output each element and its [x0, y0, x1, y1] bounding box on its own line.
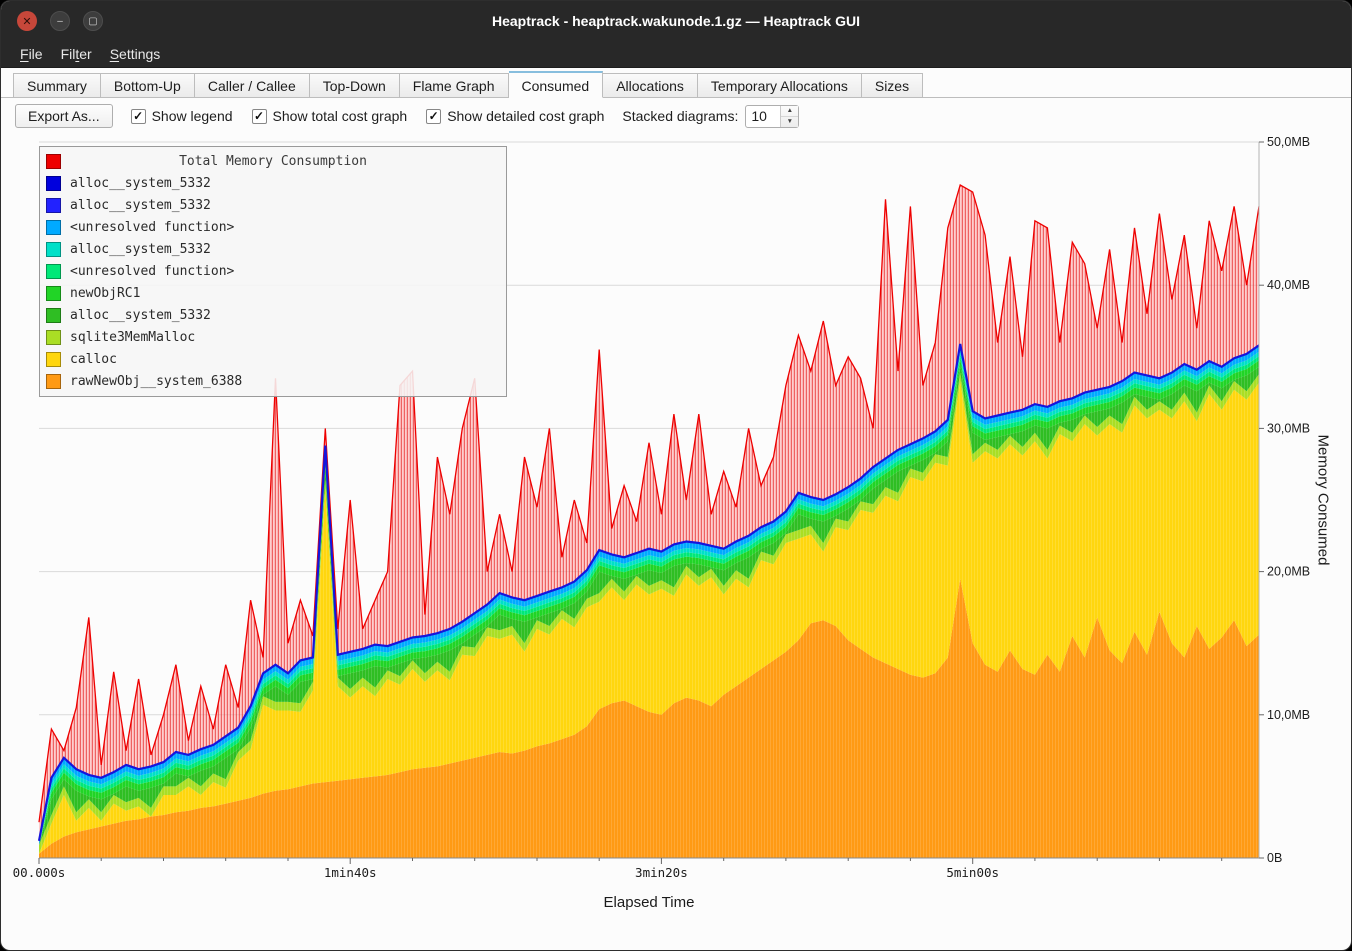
tab-consumed[interactable]: Consumed [508, 71, 604, 98]
title-bar: ✕ – ▢ Heaptrack - heaptrack.wakunode.1.g… [1, 1, 1351, 41]
legend-swatch [46, 329, 61, 345]
legend-label: alloc__system_5332 [70, 175, 211, 191]
x-axis-title: Elapsed Time [603, 894, 695, 911]
svg-text:00.000s: 00.000s [13, 865, 66, 880]
tab-allocations[interactable]: Allocations [603, 73, 698, 98]
memory-consumption-chart: 0B 10,0MB 20,0MB 30,0MB 40,0MB 50,0MB 00.000s 1… [13, 136, 1310, 880]
svg-text:20,0MB: 20,0MB [1267, 565, 1310, 579]
menu-filter[interactable]: Filter [60, 46, 92, 62]
checkbox-show-detailed-cost-graph[interactable]: ✓ Show detailed cost graph [426, 108, 604, 124]
svg-text:5min00s: 5min00s [946, 865, 999, 880]
y-axis-title: Memory Consumed [1314, 434, 1332, 566]
legend-label: <unresolved function> [70, 263, 235, 279]
legend-item-alloc-system-5332-0: alloc__system_5332 [40, 172, 506, 194]
legend-items: alloc__system_5332 alloc__system_5332 <unr… [40, 172, 506, 392]
checkbox-box[interactable]: ✓ [426, 108, 442, 124]
stacked-diagrams-label: Stacked diagrams: [622, 108, 739, 124]
checkbox-box[interactable]: ✓ [130, 108, 146, 124]
legend-label: alloc__system_5332 [70, 241, 211, 257]
legend-swatch [46, 351, 61, 367]
maximize-button[interactable]: ▢ [83, 11, 103, 31]
legend-label: <unresolved function> [70, 219, 235, 235]
legend-swatch [46, 373, 61, 389]
svg-text:3min20s: 3min20s [635, 865, 688, 880]
svg-text:1min40s: 1min40s [324, 865, 377, 880]
checkbox-show-total-cost-graph[interactable]: ✓ Show total cost graph [251, 108, 408, 124]
legend-item-alloc-system-5332-3: alloc__system_5332 [40, 238, 506, 260]
legend-label: newObjRC1 [70, 285, 141, 301]
svg-text:30,0MB: 30,0MB [1267, 421, 1310, 435]
tab-sizes[interactable]: Sizes [861, 73, 924, 98]
spin-buttons: ▲ ▼ [780, 105, 799, 127]
maximize-icon: ▢ [88, 15, 98, 27]
stacked-diagrams-control: Stacked diagrams: 10 ▲ ▼ [622, 104, 800, 128]
menu-settings[interactable]: Settings [109, 46, 161, 62]
legend-item-sqlite3memmalloc-7: sqlite3MemMalloc [40, 326, 506, 348]
legend-item-newobjrc1-5: newObjRC1 [40, 282, 506, 304]
stacked-diagrams-spinbox[interactable]: 10 ▲ ▼ [745, 104, 800, 128]
menu-file[interactable]: File [20, 46, 43, 62]
checkbox-show-legend[interactable]: ✓ Show legend [130, 108, 233, 124]
checkbox-box[interactable]: ✓ [251, 108, 267, 124]
window-controls: ✕ – ▢ [17, 11, 103, 31]
stacked-diagrams-value[interactable]: 10 [751, 108, 767, 124]
legend-swatch-total [46, 153, 61, 169]
close-icon: ✕ [22, 15, 32, 28]
export-as-button[interactable]: Export As... [15, 104, 113, 128]
legend-item-alloc-system-5332-1: alloc__system_5332 [40, 194, 506, 216]
legend-swatch [46, 197, 61, 213]
tab-top-down[interactable]: Top-Down [309, 73, 400, 98]
legend-item-alloc-system-5332-6: alloc__system_5332 [40, 304, 506, 326]
chart-area: 0B 10,0MB 20,0MB 30,0MB 40,0MB 50,0MB 00.000s 1… [1, 136, 1351, 926]
tab-bottom-up[interactable]: Bottom-Up [100, 73, 195, 98]
legend-item-calloc-8: calloc [40, 348, 506, 370]
chart-legend: Total Memory Consumption alloc__system_5… [39, 146, 507, 397]
legend-swatch [46, 219, 61, 235]
legend-label: calloc [70, 351, 117, 367]
menu-bar: File Filter Settings [1, 41, 1351, 68]
svg-text:50,0MB: 50,0MB [1267, 136, 1310, 149]
tab-summary[interactable]: Summary [13, 73, 101, 98]
window-title: Heaptrack - heaptrack.wakunode.1.gz — He… [491, 13, 860, 29]
legend-title-row: Total Memory Consumption [40, 150, 506, 172]
tab-bar: Summary Bottom-Up Caller / Callee Top-Down F… [1, 71, 1351, 98]
legend-swatch [46, 285, 61, 301]
tab-caller-callee[interactable]: Caller / Callee [194, 73, 310, 98]
checkbox-group: ✓ Show legend ✓ Show total cost graph ✓ Show … [130, 108, 604, 124]
svg-text:10,0MB: 10,0MB [1267, 708, 1310, 722]
legend-label: sqlite3MemMalloc [70, 329, 196, 345]
checkbox-label[interactable]: Show total cost graph [272, 108, 408, 124]
legend-label: rawNewObj__system_6388 [70, 373, 243, 389]
svg-text:40,0MB: 40,0MB [1267, 278, 1310, 292]
legend-item-unresolved-function-2: <unresolved function> [40, 216, 506, 238]
tab-flame-graph[interactable]: Flame Graph [399, 73, 509, 98]
legend-label: alloc__system_5332 [70, 197, 211, 213]
checkbox-label[interactable]: Show detailed cost graph [447, 108, 605, 124]
spin-up-button[interactable]: ▲ [781, 106, 799, 117]
minimize-icon: – [57, 15, 63, 27]
legend-item-rawnewobj-system-6388-9: rawNewObj__system_6388 [40, 370, 506, 392]
svg-text:0B: 0B [1267, 851, 1282, 865]
spin-down-button[interactable]: ▼ [786, 118, 794, 125]
legend-label: alloc__system_5332 [70, 307, 211, 323]
minimize-button[interactable]: – [50, 11, 70, 31]
legend-swatch [46, 307, 61, 323]
checkbox-label[interactable]: Show legend [151, 108, 233, 124]
legend-swatch [46, 263, 61, 279]
toolbar: Export As... ✓ Show legend ✓ Show total cos… [1, 101, 1351, 131]
close-button[interactable]: ✕ [17, 11, 37, 31]
legend-title: Total Memory Consumption [179, 153, 367, 169]
tab-temporary-allocations[interactable]: Temporary Allocations [697, 73, 862, 98]
legend-swatch [46, 175, 61, 191]
legend-item-unresolved-function-4: <unresolved function> [40, 260, 506, 282]
legend-swatch [46, 241, 61, 257]
